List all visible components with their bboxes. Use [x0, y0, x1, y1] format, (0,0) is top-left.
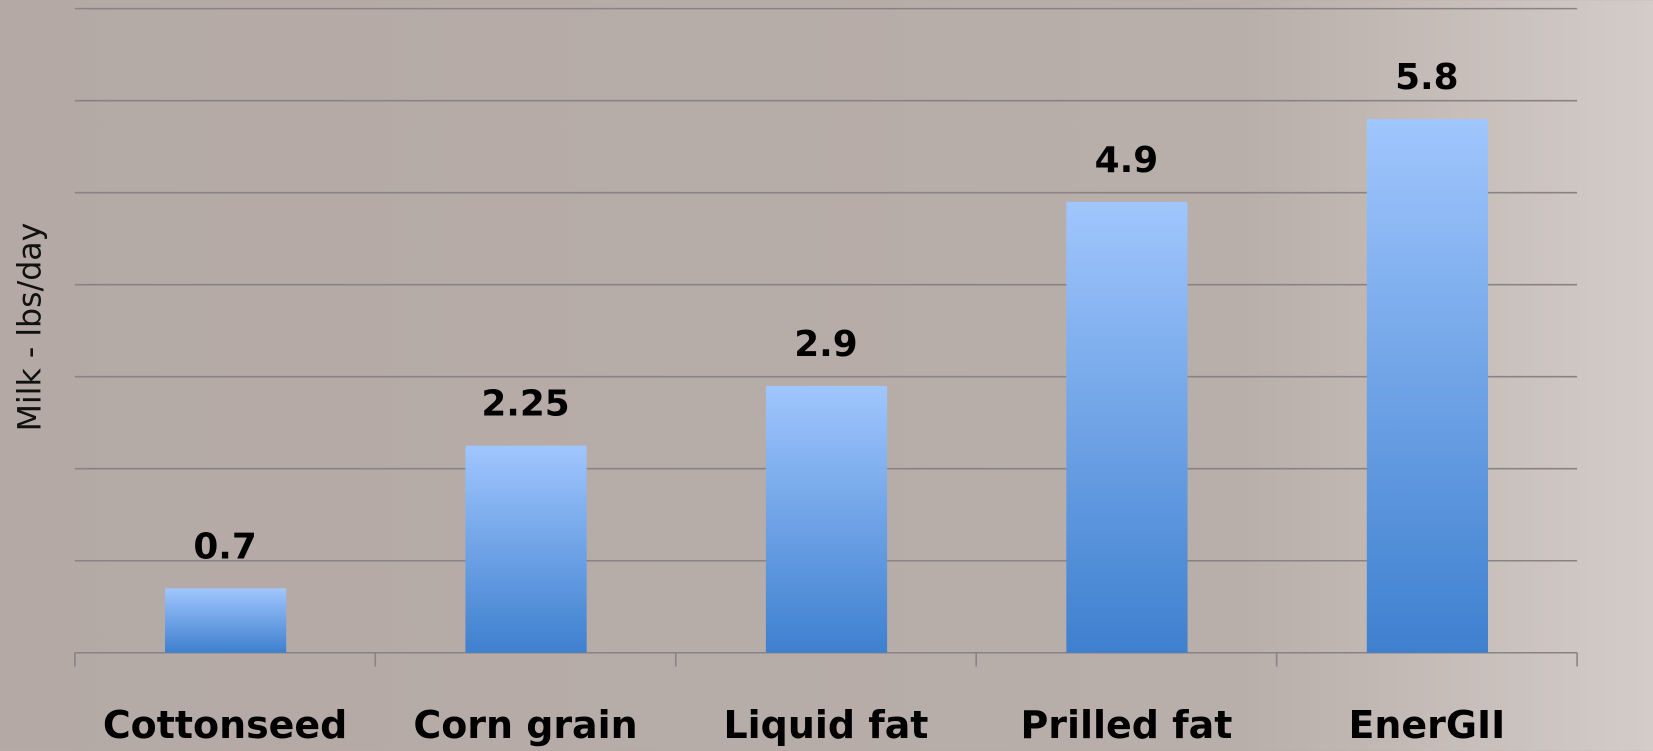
x-tick-label: Prilled fat	[1020, 703, 1232, 747]
y-axis-label: Milk - lbs/day	[13, 223, 49, 432]
bar	[1066, 201, 1188, 653]
x-tick-label: Liquid fat	[723, 703, 928, 747]
x-tick-label: Corn grain	[413, 703, 637, 747]
bar	[465, 445, 587, 653]
x-tick-label: EnerGII	[1349, 703, 1506, 747]
x-tick-label: Cottonseed	[103, 703, 347, 747]
bar	[1366, 119, 1489, 653]
data-label: 5.8	[1395, 57, 1458, 98]
bar	[164, 588, 287, 653]
data-label: 4.9	[1095, 140, 1158, 181]
bar	[765, 385, 888, 653]
data-label: 2.9	[794, 324, 857, 365]
data-label: 2.25	[481, 384, 569, 425]
data-label: 0.7	[193, 526, 256, 567]
